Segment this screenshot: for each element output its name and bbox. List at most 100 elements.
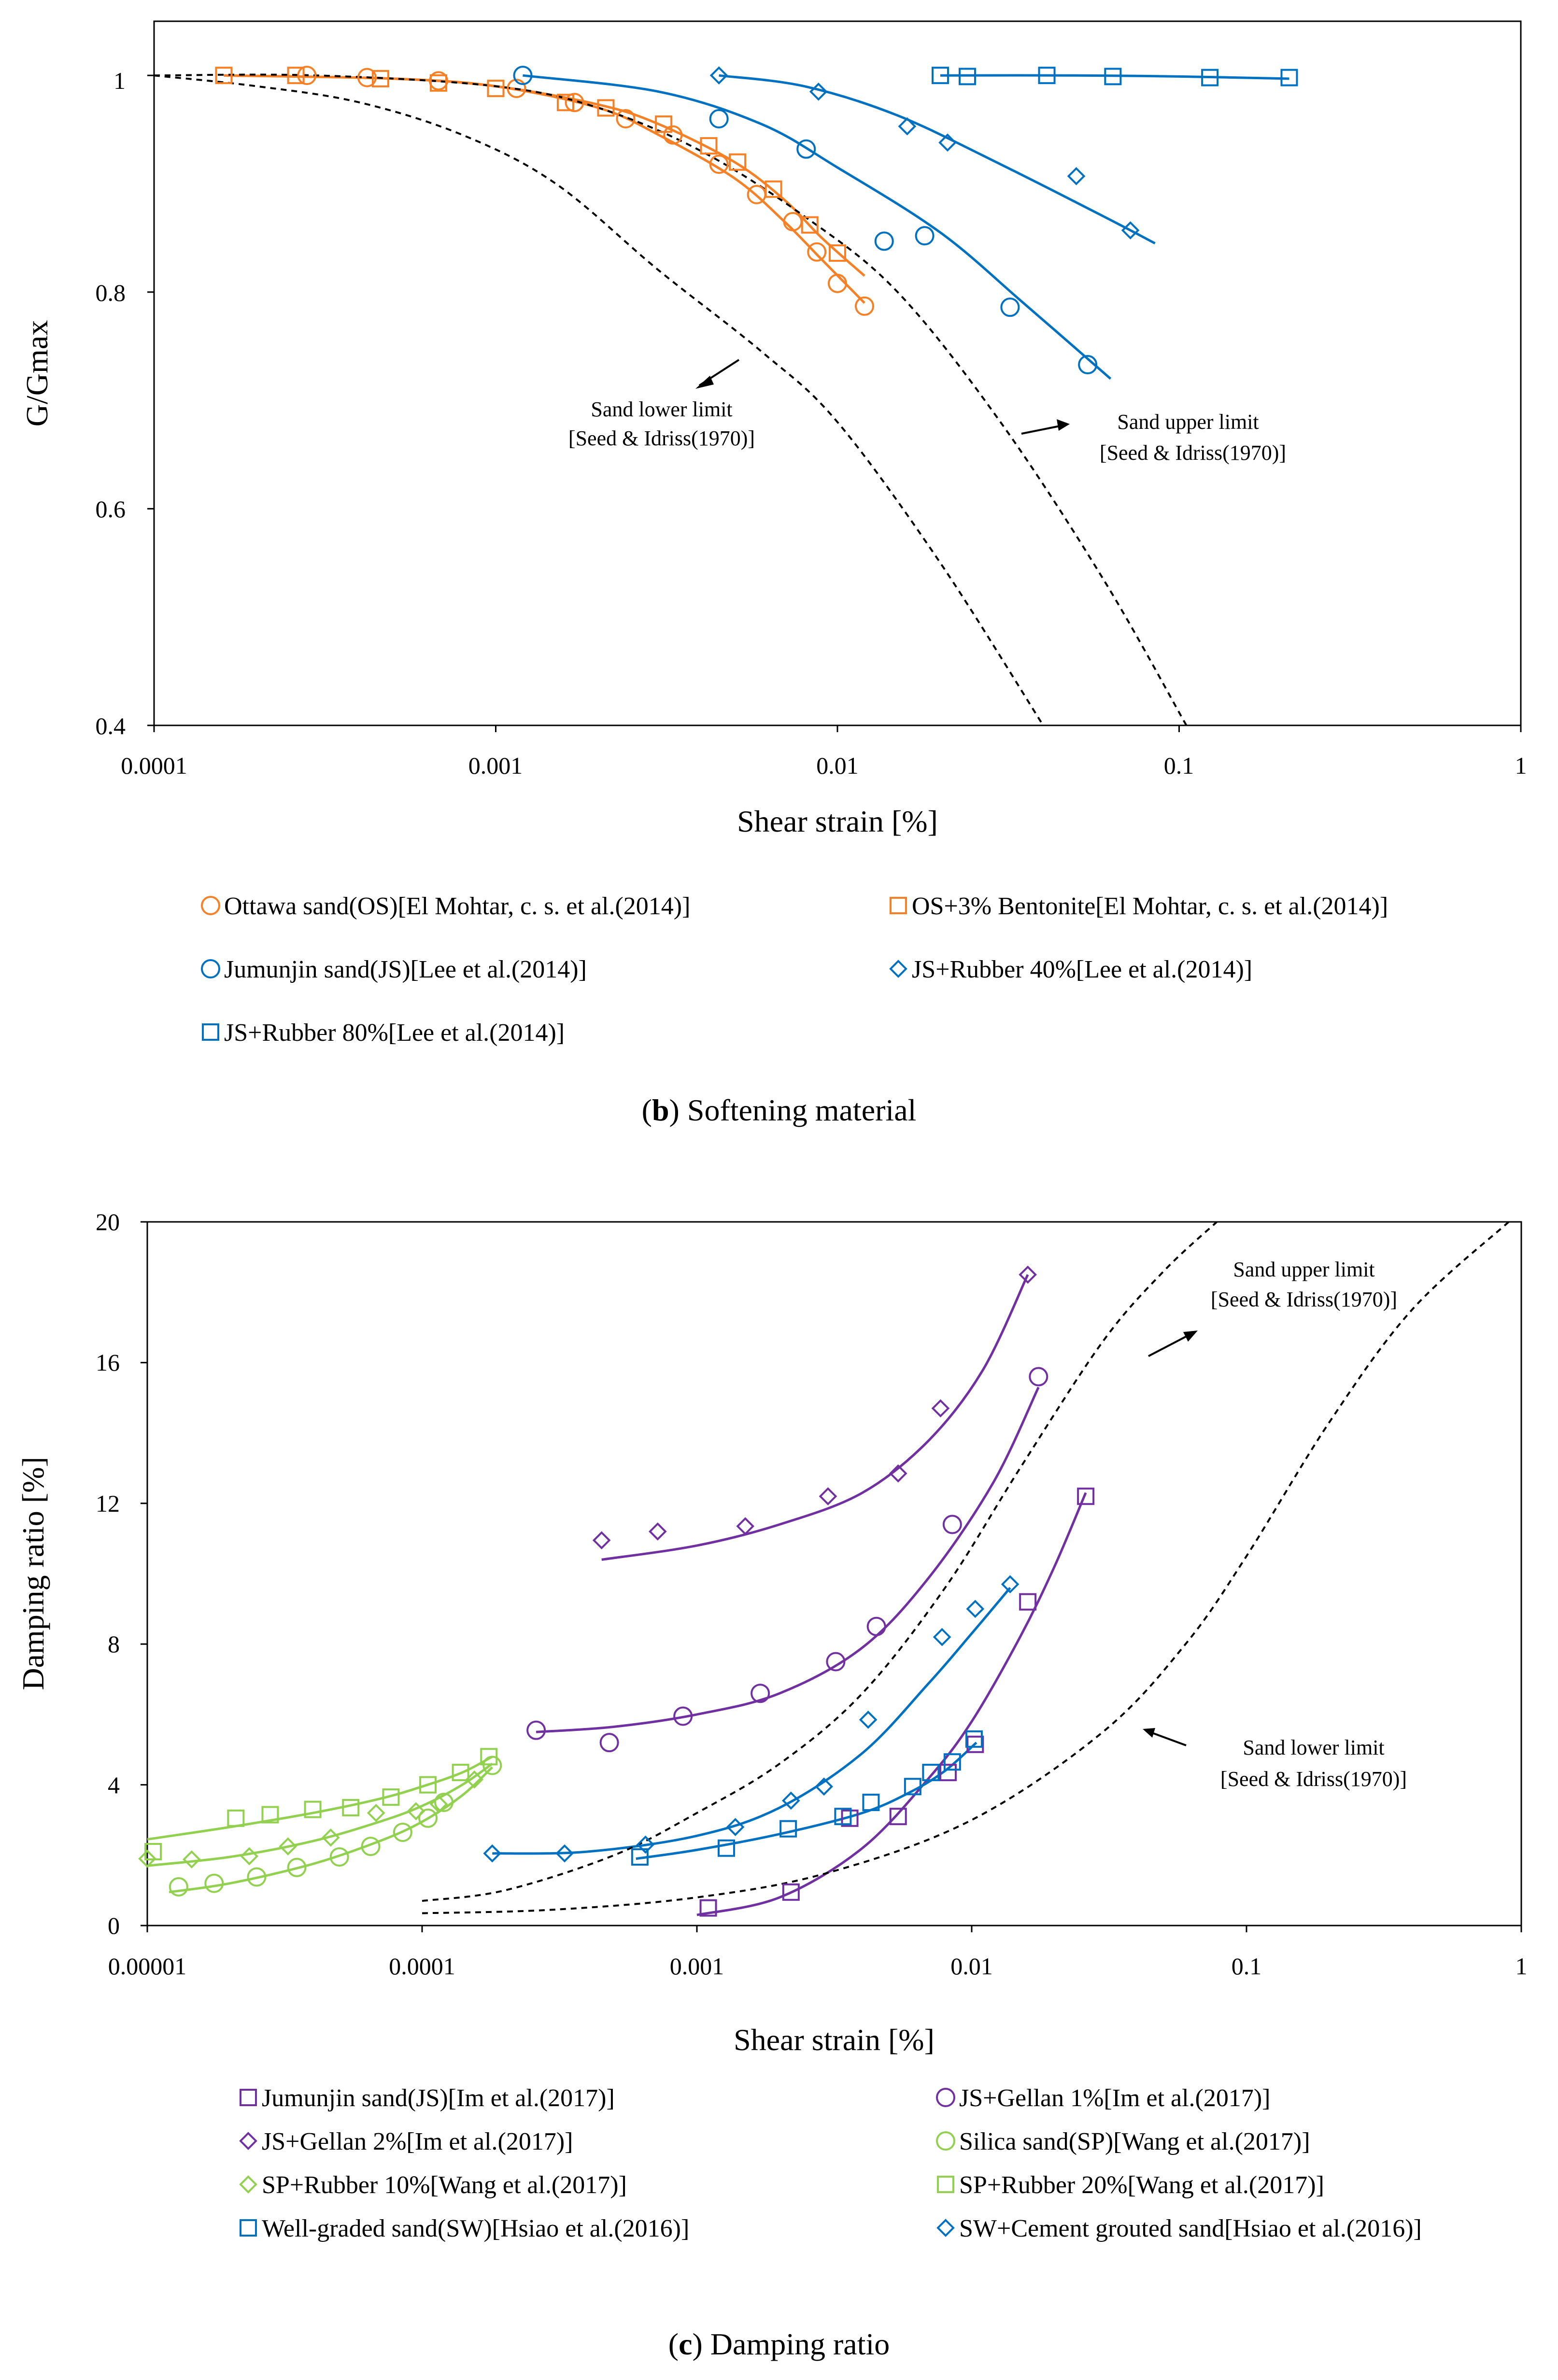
data-point [429, 1795, 448, 1813]
panel-b-plot-frame [153, 20, 1522, 726]
data-point [765, 180, 782, 198]
x-tick-label: 0.00001 [108, 1953, 187, 1980]
legend-label: SP+Rubber 20%[Wang et al.(2017)] [959, 2171, 1324, 2199]
y-tick-label: 0.8 [96, 279, 126, 306]
data-point [1000, 298, 1020, 317]
panel-c-y-axis-label: Damping ratio [%] [16, 1457, 50, 1690]
data-point [329, 1847, 349, 1867]
fit-curve-1 [536, 1387, 1040, 1733]
legend-marker [239, 2175, 257, 2194]
legend-marker [937, 2176, 954, 2193]
data-point [240, 1847, 258, 1866]
data-point [599, 1733, 619, 1753]
data-point [507, 79, 526, 99]
data-point [866, 1616, 886, 1636]
panel-c-caption: (c) Damping ratio [668, 2327, 890, 2361]
data-point [357, 68, 377, 87]
panel-b-caption-letter: b [652, 1093, 669, 1127]
x-tick-label: 0.1 [1232, 1953, 1262, 1980]
x-tick-label: 1 [1516, 1953, 1528, 1980]
legend-item: JS+Rubber 80%[Lee et al.(2014)] [202, 1019, 565, 1047]
panel-b: 0.0001 0.001 0.01 0.1 1 0.4 0.6 0.8 1 Sh… [20, 20, 1527, 1127]
y-tick-label: 1 [113, 67, 126, 94]
data-point [779, 1820, 797, 1838]
data-point [393, 1822, 412, 1842]
panel-b-x-tick-labels: 0.0001 0.001 0.01 0.1 1 [121, 752, 1527, 779]
data-point [1121, 221, 1140, 240]
legend-marker [936, 2088, 955, 2107]
data-point [898, 117, 917, 136]
data-point [826, 1652, 846, 1672]
data-point [636, 1835, 655, 1854]
data-point [279, 1837, 297, 1856]
panel-c-tick-marks [141, 1221, 1522, 1932]
panel-c-plot-frame [146, 1221, 1522, 1927]
data-point [782, 1791, 800, 1810]
x-tick-label: 0.0001 [389, 1953, 455, 1980]
x-tick-label: 0.0001 [121, 752, 187, 779]
data-point [592, 1531, 611, 1550]
x-tick-label: 0.01 [950, 1953, 993, 1980]
data-point [922, 1764, 940, 1782]
data-point [565, 93, 584, 113]
legend-label: JS+Rubber 80%[Lee et al.(2014)] [224, 1019, 565, 1047]
upper-limit-source: [Seed & Idriss(1970)] [1211, 1288, 1397, 1311]
x-tick-label: 0.1 [1164, 752, 1194, 779]
data-point [204, 1873, 224, 1893]
data-point [966, 1600, 985, 1618]
lower-limit-source: [Seed & Idriss(1970)] [1220, 1767, 1407, 1791]
fit-curve-6 [636, 1742, 977, 1860]
panel-c-y-tick-labels: 0 4 8 12 16 20 [96, 1208, 120, 1939]
panel-b-upper-limit-annotation: Sand upper limit [Seed & Idriss(1970)] [1021, 410, 1286, 465]
legend-label: Jumunjin sand(JS)[Im et al.(2017)] [262, 2084, 615, 2112]
panel-b-curves [147, 73, 1522, 732]
data-point [965, 1730, 983, 1748]
legend-label: JS+Gellan 1%[Im et al.(2017)] [959, 2084, 1271, 2112]
data-point [482, 1756, 502, 1775]
panel-b-lower-limit-annotation: Sand lower limit [Seed & Idriss(1970)] [568, 359, 755, 450]
data-point [809, 82, 828, 101]
data-point [815, 1777, 833, 1796]
data-point [958, 68, 976, 85]
data-point [1201, 69, 1219, 86]
data-point [862, 1794, 880, 1812]
data-point [933, 1628, 951, 1646]
legend-label: OS+3% Bentonite[El Mohtar, c. s. et al.(… [912, 892, 1388, 920]
legend-label: SW+Cement grouted sand[Hsiao et al.(2016… [959, 2215, 1422, 2242]
panel-b-caption: (b) Softening material [642, 1093, 917, 1127]
data-point [483, 1844, 502, 1863]
panel-c: 0.00001 0.0001 0.001 0.01 0.1 1 0 4 8 12… [16, 1208, 1528, 2361]
panel-b-legend: Ottawa sand(OS)[El Mohtar, c. s. et al.(… [201, 892, 1388, 1047]
legend-label: Silica sand(SP)[Wang et al.(2017)] [959, 2128, 1310, 2155]
data-point [1067, 167, 1086, 185]
data-point [828, 273, 847, 293]
data-point [874, 231, 894, 251]
data-point [342, 1799, 360, 1816]
data-point [1001, 1575, 1020, 1594]
data-point [1038, 67, 1056, 85]
data-point [261, 1806, 279, 1824]
legend-label: Ottawa sand(OS)[El Mohtar, c. s. et al.(… [224, 892, 690, 920]
y-tick-label: 12 [96, 1490, 120, 1517]
legend-label: JS+Rubber 40%[Lee et al.(2014)] [912, 956, 1252, 983]
panel-b-tick-marks [147, 74, 1522, 732]
x-tick-label: 1 [1515, 752, 1527, 779]
data-point [1078, 355, 1098, 375]
data-point [942, 1515, 962, 1534]
data-point [382, 1788, 400, 1806]
panel-c-curves [141, 1221, 1522, 1932]
data-point [513, 66, 533, 85]
y-tick-label: 8 [108, 1630, 120, 1658]
legend-item: Ottawa sand(OS)[El Mohtar, c. s. et al.(… [201, 892, 690, 920]
data-point [321, 1828, 340, 1847]
data-point [465, 1770, 484, 1789]
panel-c-caption-text: Damping ratio [710, 2327, 890, 2361]
panel-c-x-axis-label: Shear strain [%] [734, 2023, 935, 2057]
data-point [1029, 1367, 1048, 1387]
upper-limit-arrowhead [1057, 419, 1070, 431]
data-point [227, 1809, 245, 1827]
data-point [943, 1753, 961, 1771]
data-point [287, 67, 305, 85]
legend-label: Jumunjin sand(JS)[Lee et al.(2014)] [224, 956, 587, 983]
